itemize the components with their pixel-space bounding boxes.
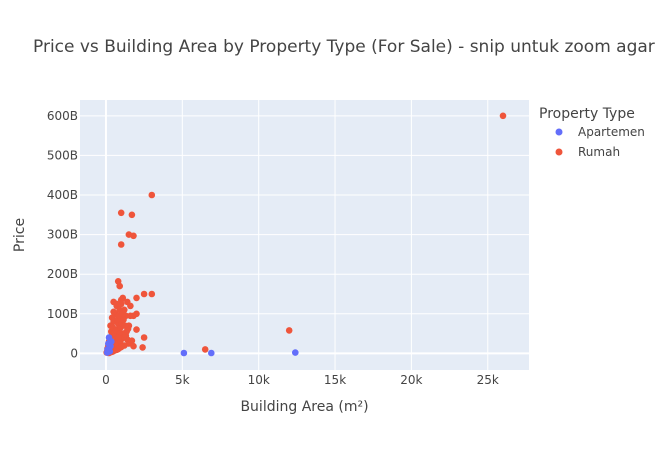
- point-rumah[interactable]: [127, 302, 134, 310]
- point-rumah[interactable]: [128, 337, 136, 345]
- y-tick-label: 500B: [47, 148, 78, 162]
- legend-marker-apartemen: [555, 128, 563, 136]
- point-rumah[interactable]: [128, 211, 136, 219]
- legend-item-apartemen[interactable]: Apartemen: [555, 125, 645, 139]
- point-apartemen[interactable]: [180, 349, 188, 357]
- point-rumah[interactable]: [110, 308, 117, 316]
- point-rumah[interactable]: [127, 312, 134, 320]
- x-axis-title: Building Area (m²): [240, 399, 368, 415]
- point-rumah[interactable]: [116, 282, 123, 290]
- point-rumah[interactable]: [117, 209, 125, 217]
- data-points: [103, 112, 507, 357]
- y-axis-title: Price: [12, 218, 28, 252]
- point-rumah[interactable]: [133, 326, 140, 333]
- y-tick-label: 0: [70, 346, 78, 360]
- point-apartemen[interactable]: [292, 349, 299, 356]
- y-tick-label: 100B: [47, 307, 78, 321]
- x-tick-label: 20k: [400, 373, 422, 387]
- legend-label-rumah: Rumah: [578, 145, 620, 159]
- x-tick-label: 15k: [324, 373, 346, 387]
- point-rumah[interactable]: [148, 290, 156, 298]
- point-rumah[interactable]: [117, 241, 125, 248]
- chart-title: Price vs Building Area by Property Type …: [33, 37, 655, 57]
- point-apartemen[interactable]: [108, 338, 115, 345]
- point-rumah[interactable]: [201, 346, 209, 353]
- point-rumah[interactable]: [114, 334, 122, 341]
- legend-label-apartemen: Apartemen: [578, 125, 645, 139]
- x-tick-label: 0: [102, 373, 110, 387]
- point-rumah[interactable]: [140, 290, 148, 298]
- point-rumah[interactable]: [120, 316, 127, 324]
- legend-marker-rumah: [555, 148, 563, 156]
- point-rumah[interactable]: [148, 191, 156, 199]
- point-rumah[interactable]: [130, 232, 137, 240]
- grid-lines: [80, 100, 529, 370]
- y-tick-label: 600B: [47, 109, 78, 123]
- y-tick-label: 300B: [47, 228, 78, 242]
- point-rumah[interactable]: [119, 310, 127, 318]
- point-rumah[interactable]: [140, 334, 148, 341]
- point-rumah[interactable]: [133, 294, 140, 302]
- x-tick-label: 5k: [175, 373, 190, 387]
- legend-item-rumah[interactable]: Rumah: [555, 145, 621, 159]
- point-apartemen[interactable]: [208, 349, 215, 357]
- point-rumah[interactable]: [113, 300, 120, 308]
- point-rumah[interactable]: [139, 344, 146, 351]
- x-tick-label: 25k: [477, 373, 499, 387]
- point-rumah[interactable]: [117, 343, 125, 351]
- y-tick-label: 200B: [47, 267, 78, 281]
- point-rumah[interactable]: [130, 342, 137, 350]
- point-rumah[interactable]: [285, 327, 293, 334]
- y-tick-label: 400B: [47, 188, 78, 202]
- point-rumah[interactable]: [499, 112, 507, 120]
- point-apartemen[interactable]: [103, 349, 111, 356]
- x-tick-label: 10k: [248, 373, 270, 387]
- axis-ticks: 0 5k 10k 15k 20k 25k 0 100B 200B 300B 400B 500B 600B: [47, 109, 499, 387]
- point-rumah[interactable]: [121, 322, 129, 330]
- legend-title: Property Type: [539, 106, 635, 122]
- legend[interactable]: Property Type Apartemen Rumah: [539, 106, 645, 159]
